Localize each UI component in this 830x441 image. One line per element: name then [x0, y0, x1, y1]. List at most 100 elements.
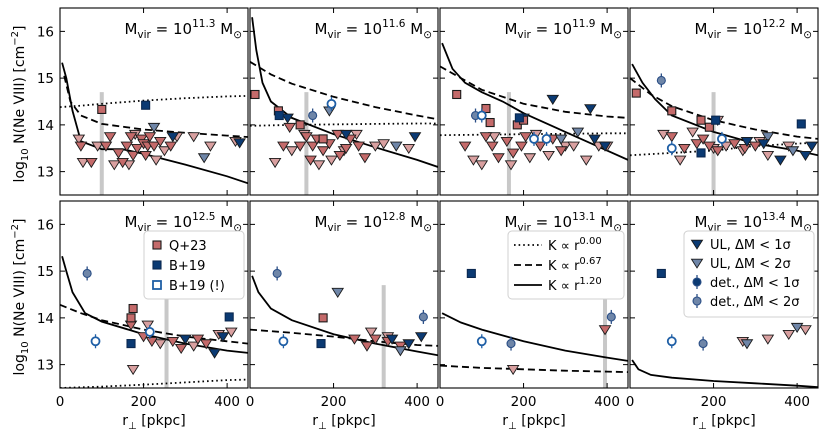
legend-label: UL, ΔM < 2σ	[710, 257, 791, 272]
y-axis-label-top: log10 N(Ne VIII) [cm−2]	[10, 26, 31, 183]
q23-detection	[452, 89, 462, 100]
q23-upper-limit	[458, 141, 472, 152]
plot-area	[440, 268, 628, 388]
q23-upper-limit-light	[542, 150, 555, 162]
q23-upper-limit	[143, 132, 157, 143]
panel-title: Mvir = 1013.1 M⊙	[504, 211, 622, 234]
q23-upper-limit	[519, 132, 532, 143]
y-tick-label: 15	[37, 264, 54, 280]
panel-5: 13 14 15 16 0 200 400 r⊥ [pkpc] Mvir = 1012.5 M⊙…	[37, 200, 249, 432]
x-tick-label: 400	[214, 394, 240, 410]
b19-detection-light	[272, 268, 282, 279]
x-tick-label: 0	[626, 394, 635, 410]
b19-upper-limit-light	[331, 287, 345, 298]
b19-upper-limit	[385, 334, 399, 345]
q23-upper-limit	[533, 141, 547, 152]
b19-upper-limit	[588, 134, 601, 145]
b19-upper-limit-light	[761, 132, 775, 143]
b19-flagged-detection	[529, 133, 539, 144]
x-tick-label: 200	[511, 394, 537, 410]
b19-detection	[514, 113, 524, 123]
b19-detection	[126, 339, 136, 349]
b19-flagged-detection	[717, 133, 727, 144]
panel-frame	[439, 200, 629, 389]
b19-flagged-detection	[666, 143, 677, 154]
q23-upper-limit	[300, 132, 313, 143]
b19-detection-light	[506, 339, 516, 349]
legend-label: B+19	[169, 259, 205, 274]
q23-upper-limit	[126, 150, 140, 162]
q23-upper-limit	[147, 141, 161, 152]
legend-marker-q23	[152, 240, 162, 250]
q23-upper-limit-light	[312, 160, 326, 171]
q23-upper-limit-light	[325, 155, 338, 166]
b19-upper-limit-light	[571, 127, 585, 138]
x-axis-label: r⊥ [pkpc]	[312, 413, 375, 432]
q23-upper-limit-light	[782, 329, 796, 341]
b19-upper-limit	[414, 332, 428, 343]
q23-upper-limit	[164, 141, 178, 152]
b19-upper-limit	[208, 348, 221, 359]
q23-upper-limit	[316, 146, 330, 157]
b19-detection-light	[418, 312, 428, 322]
b19-upper-limit	[774, 155, 787, 166]
q23-upper-limit	[99, 141, 113, 152]
b19-detection	[224, 312, 234, 322]
q23-detection	[704, 122, 714, 132]
x-tick-label: 200	[701, 394, 727, 410]
b19-upper-limit	[598, 141, 612, 152]
plot-area	[631, 268, 818, 388]
q23-upper-limit-light	[204, 141, 217, 152]
b19-upper-limit	[339, 129, 353, 141]
q23-upper-limit	[293, 141, 307, 152]
panel-frame	[629, 7, 819, 196]
plot-area	[440, 42, 628, 195]
b19-upper-limit	[799, 150, 812, 162]
legend-marker-ul_dark	[690, 239, 704, 250]
q23-upper-limit	[120, 141, 134, 152]
legend-marker-det_light	[692, 296, 702, 306]
b19-upper-limit-light	[147, 122, 161, 134]
q23-upper-limit-light	[364, 327, 378, 338]
y-tick-label: 13	[37, 165, 54, 181]
q23-upper-limit-light	[107, 160, 121, 171]
b19-upper-limit	[740, 136, 754, 148]
q23-detection	[97, 104, 107, 114]
q23-upper-limit-light	[377, 139, 391, 150]
b19-flagged-detection	[278, 336, 289, 347]
y-tick-label: 13	[37, 358, 54, 374]
q23-upper-limit	[738, 143, 752, 155]
b19-upper-limit	[757, 139, 771, 150]
x-tick-label: 0	[246, 394, 255, 410]
panel-frame	[59, 200, 249, 389]
model-curve-dotted	[630, 141, 818, 157]
q23-upper-limit	[554, 146, 568, 157]
b19-upper-limit-light	[740, 339, 754, 350]
x-tick-label: 200	[321, 394, 347, 410]
b19-upper-limit	[805, 141, 818, 152]
q23-upper-limit	[116, 157, 129, 169]
panel-7: 0 200 400 r⊥ [pkpc] Mvir = 1013.1 M⊙ K ∝ r0.0…	[436, 200, 629, 432]
b19-upper-limit	[166, 132, 180, 143]
panel-frame	[249, 7, 439, 196]
q23-upper-limit	[515, 141, 528, 152]
legend-marker-b19	[152, 260, 162, 270]
q23-upper-limit	[306, 141, 319, 152]
y-axis-label-bottom: log10 N(Ne VIII) [cm−2]	[10, 219, 31, 376]
q23-upper-limit	[711, 146, 725, 157]
q23-upper-limit	[369, 334, 382, 345]
q23-upper-limit	[174, 343, 188, 355]
b19-detection	[466, 268, 476, 279]
b19-upper-limit-light	[197, 153, 211, 164]
q23-upper-limit	[277, 141, 290, 152]
q23-detection	[318, 313, 328, 323]
b19-detection-light	[82, 268, 92, 279]
plot-area	[60, 62, 248, 195]
b19-detection	[274, 110, 284, 121]
b19-upper-limit	[281, 113, 294, 124]
q23-detection	[696, 115, 706, 125]
legend-box	[507, 230, 625, 300]
q23-upper-limit-light	[402, 143, 416, 155]
x-tick-label: 0	[436, 394, 445, 410]
